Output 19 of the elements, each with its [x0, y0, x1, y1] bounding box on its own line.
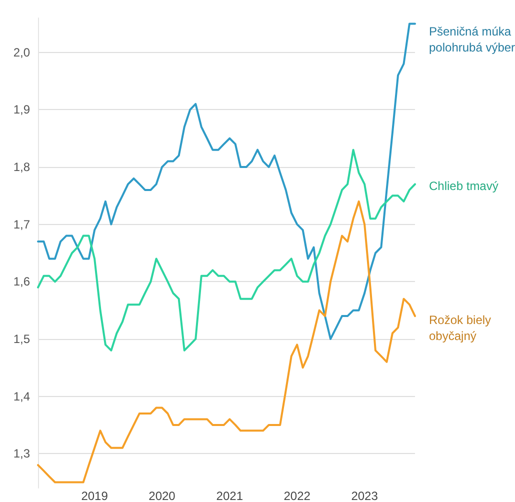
x-tick-label: 2019 [81, 489, 108, 502]
line-series [37, 200, 416, 484]
y-tick-label: 1,9 [13, 102, 30, 117]
x-tick-label: 2020 [148, 489, 176, 502]
y-tick-label: 1,4 [13, 389, 30, 404]
y-tick-label: 1,7 [13, 217, 30, 232]
x-tick-label: 2021 [216, 489, 244, 502]
line-series [37, 22, 416, 340]
x-tick-label: 2023 [351, 489, 378, 502]
x-tick-label: 2022 [284, 489, 311, 502]
y-tick-label: 1,8 [13, 160, 30, 174]
y-tick-label: 1,5 [13, 332, 30, 346]
series-label: Chlieb tmavý [429, 179, 498, 194]
line-series [37, 148, 416, 352]
y-tick-label: 2,0 [13, 45, 30, 60]
series-label: Pšeničná múka polohrubá výber [429, 24, 515, 55]
series-label: Rožok biely obyčajný [429, 313, 492, 344]
y-tick-label: 1,3 [13, 446, 30, 461]
y-tick-label: 1,6 [13, 274, 30, 289]
